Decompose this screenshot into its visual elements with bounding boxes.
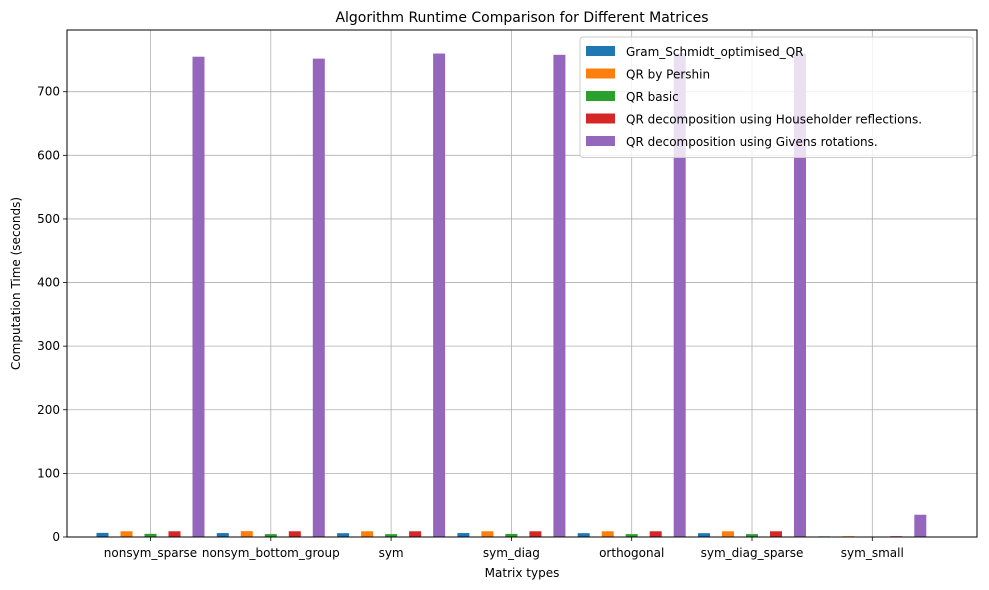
x-tick-label: sym_small [841, 546, 904, 560]
y-tick-label: 700 [37, 85, 60, 99]
bar [96, 532, 109, 537]
bar [288, 531, 301, 537]
y-tick-label: 500 [37, 212, 60, 226]
bars [96, 53, 927, 538]
y-axis-ticks: 0 100 200 300 400 500 600 700 [37, 85, 67, 544]
bar [168, 531, 181, 537]
bar [553, 54, 566, 537]
bar [601, 531, 614, 537]
y-tick-label: 600 [37, 148, 60, 162]
bar [505, 533, 518, 537]
bar [240, 531, 253, 537]
bar [385, 534, 398, 537]
legend: Gram_Schmidt_optimised_QR QR by Pershin QR… [579, 36, 974, 158]
legend-swatch [586, 136, 615, 146]
bar [433, 53, 446, 537]
legend-swatch [586, 68, 615, 79]
bar [216, 533, 229, 537]
bar [914, 514, 927, 537]
legend-swatch [586, 113, 615, 124]
bar [577, 533, 590, 537]
bar [120, 531, 133, 537]
bar [770, 531, 782, 537]
bar [673, 53, 686, 537]
bar [529, 531, 542, 537]
plot-frame [66, 29, 978, 538]
legend-entry: Gram_Schmidt_optimised_QR [626, 45, 804, 59]
bar [698, 533, 710, 537]
bar [625, 534, 638, 537]
y-tick-label: 0 [52, 530, 60, 544]
bar [337, 533, 350, 537]
x-tick-label: sym_diag_sparse [701, 546, 804, 560]
y-tick-label: 100 [37, 466, 60, 480]
bar [457, 533, 470, 537]
y-tick-label: 300 [37, 339, 60, 353]
y-axis-label: Computation Time (seconds) [9, 197, 23, 370]
legend-swatch [586, 46, 615, 56]
x-tick-label: nonsym_sparse [104, 546, 197, 560]
bar [794, 53, 806, 537]
bar [192, 56, 205, 538]
bar [649, 531, 662, 537]
x-tick-label: sym [379, 546, 404, 560]
bar [409, 531, 422, 537]
bar [361, 531, 374, 537]
legend-entry: QR decomposition using Householder refle… [626, 113, 922, 127]
bar [264, 534, 277, 537]
bar [481, 531, 494, 537]
legend-entry: QR basic [626, 90, 679, 104]
x-tick-label: nonsym_bottom_group [202, 546, 340, 560]
legend-entry: QR decomposition using Givens rotations. [626, 135, 878, 149]
legend-entry: QR by Pershin [626, 68, 710, 82]
x-axis-ticks: nonsym_sparse nonsym_bottom_group sym sym_d… [104, 537, 904, 560]
x-tick-label: sym_diag [483, 546, 540, 560]
bar [722, 531, 734, 537]
y-tick-label: 200 [37, 403, 60, 417]
bar [144, 533, 157, 537]
chart-title: Algorithm Runtime Comparison for Differe… [335, 10, 708, 26]
x-tick-label: orthogonal [599, 546, 664, 560]
bar [312, 58, 325, 537]
y-tick-label: 400 [37, 276, 60, 290]
legend-swatch [586, 91, 615, 101]
bar [746, 534, 758, 537]
legend-box [579, 36, 974, 158]
x-axis-label: Matrix types [485, 566, 560, 580]
